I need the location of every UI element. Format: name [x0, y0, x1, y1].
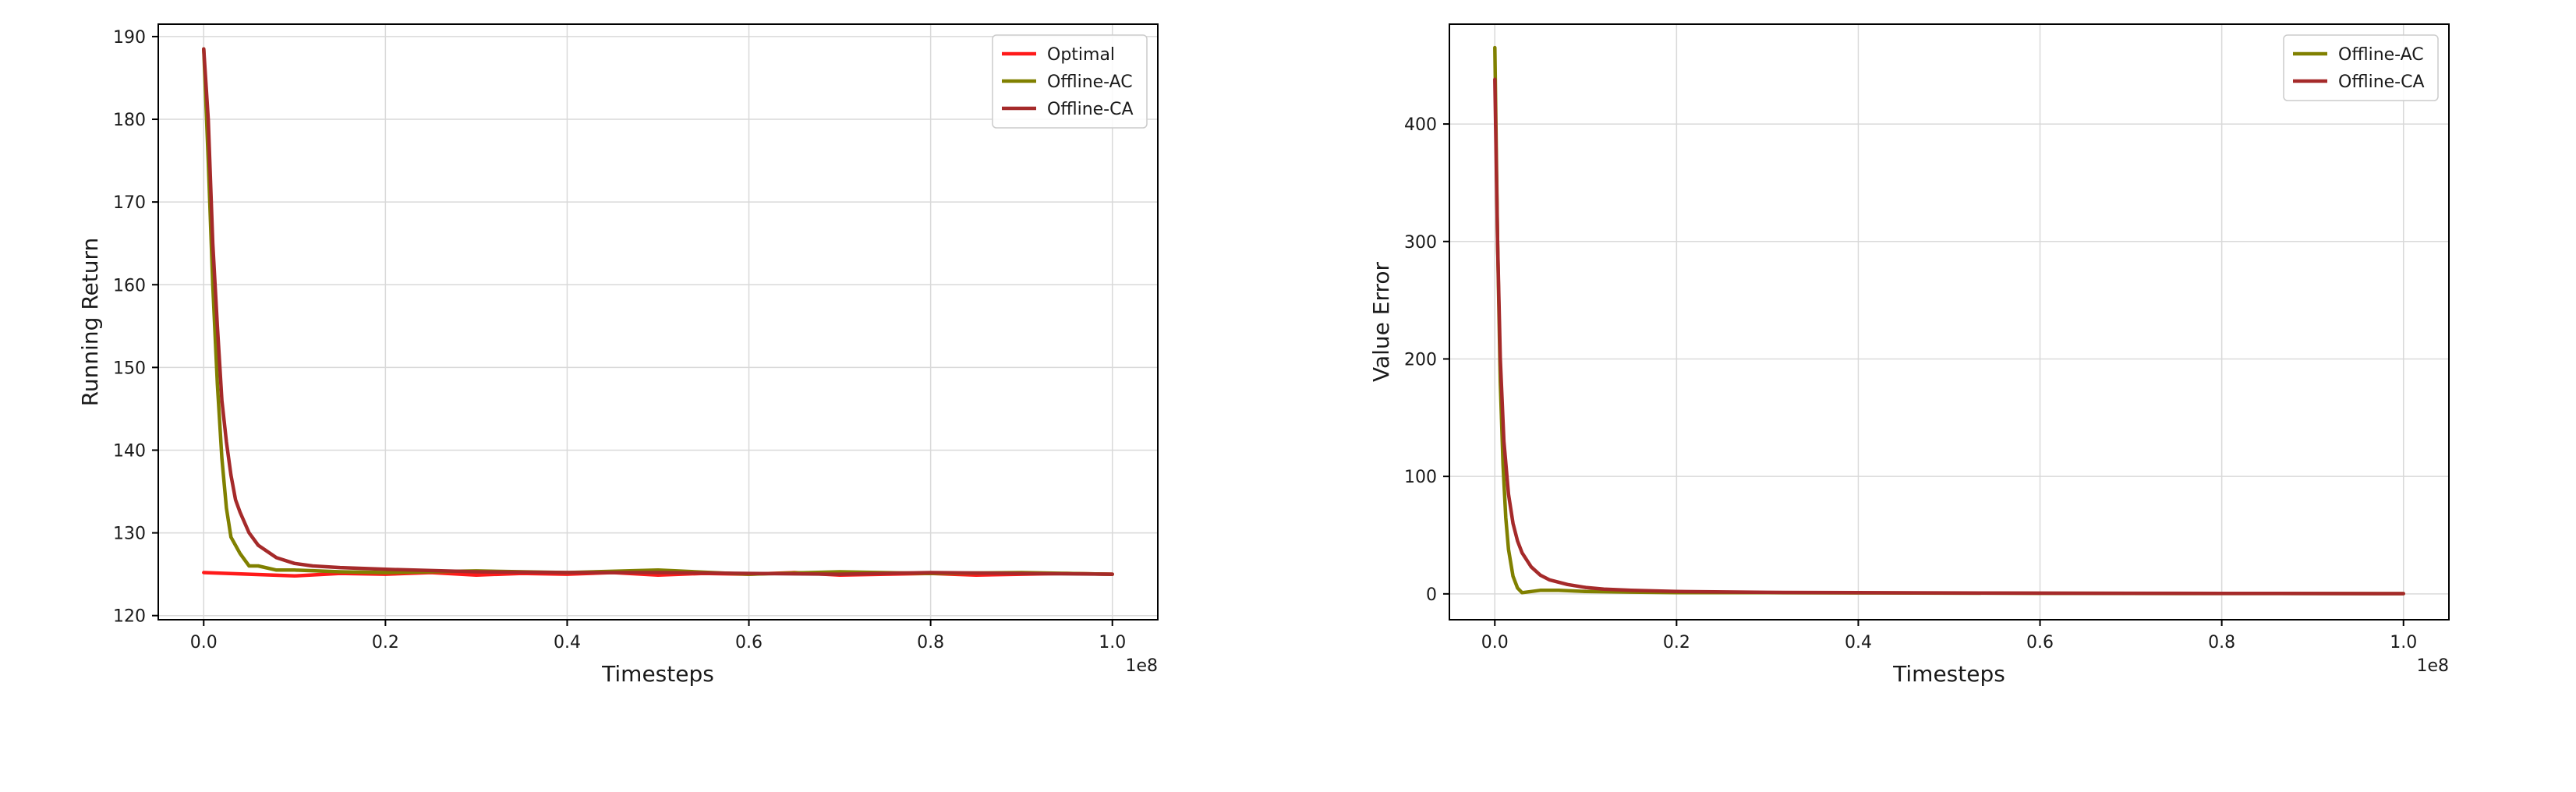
x-tick-label: 0.4 — [1845, 633, 1872, 652]
x-tick-label: 0.8 — [917, 633, 944, 652]
plot-frame — [157, 23, 1159, 621]
y-tick-label: 160 — [113, 276, 146, 295]
plot-frame — [1449, 23, 2450, 621]
y-tick-label: 130 — [113, 525, 146, 544]
y-axis-title: Value Error — [1368, 261, 1394, 382]
legend-label: Offline-CA — [1047, 100, 1134, 119]
legend-label: Offline-AC — [2338, 45, 2424, 65]
x-axis-title: Timesteps — [601, 661, 714, 687]
y-tick-label: 400 — [1404, 115, 1437, 135]
series-line-offline-ca — [202, 47, 1114, 576]
y-tick-label: 140 — [113, 441, 146, 461]
chart-panel-2: 0.0 0.2 0.4 0.6 0.8 1.0 0 100 200 300 400 Timesteps… — [1368, 23, 2450, 687]
x-tick-label: 0.6 — [2026, 633, 2054, 652]
legend-label: Offline-CA — [2338, 72, 2425, 92]
x-tick-label: 0.0 — [190, 633, 218, 652]
y-tick-label: 190 — [113, 28, 146, 48]
x-axis-title: Timesteps — [1892, 661, 2005, 687]
y-tick-label: 300 — [1404, 233, 1437, 253]
legend-box — [992, 34, 1148, 129]
plot-area — [1449, 24, 2449, 620]
x-tick-label: 0.4 — [554, 633, 581, 652]
y-axis-title: Running Return — [77, 238, 103, 407]
x-tick-label: 0.0 — [1481, 633, 1509, 652]
plot-area — [158, 24, 1158, 620]
x-axis-offset-label: 1e8 — [2416, 656, 2449, 676]
legend-label: Offline-AC — [1047, 72, 1133, 92]
y-tick-label: 150 — [113, 359, 146, 378]
y-tick-label: 100 — [1404, 468, 1437, 487]
legend-box — [2283, 34, 2439, 101]
legend: Optimal Offline-AC Offline-CA — [992, 34, 1148, 129]
chart-panel-1: 0.0 0.2 0.4 0.6 0.8 1.0 120 130 140 150 160 170 180 1… — [77, 23, 1159, 687]
y-tick-label: 0 — [1426, 585, 1437, 605]
x-tick-label: 0.8 — [2208, 633, 2235, 652]
y-tick-label: 170 — [113, 193, 146, 213]
y-tick-label: 120 — [113, 607, 146, 627]
x-axis-offset-label: 1e8 — [1125, 656, 1158, 676]
x-tick-label: 1.0 — [1099, 633, 1126, 652]
legend-label: Optimal — [1047, 45, 1115, 65]
series-line-offline-ca — [1493, 77, 2405, 596]
x-tick-label: 0.2 — [372, 633, 399, 652]
x-tick-label: 0.2 — [1663, 633, 1690, 652]
x-tick-label: 0.6 — [735, 633, 763, 652]
x-tick-label: 1.0 — [2390, 633, 2417, 652]
y-tick-label: 180 — [113, 111, 146, 130]
y-tick-label: 200 — [1404, 350, 1437, 369]
legend: Offline-AC Offline-CA — [2283, 34, 2439, 101]
